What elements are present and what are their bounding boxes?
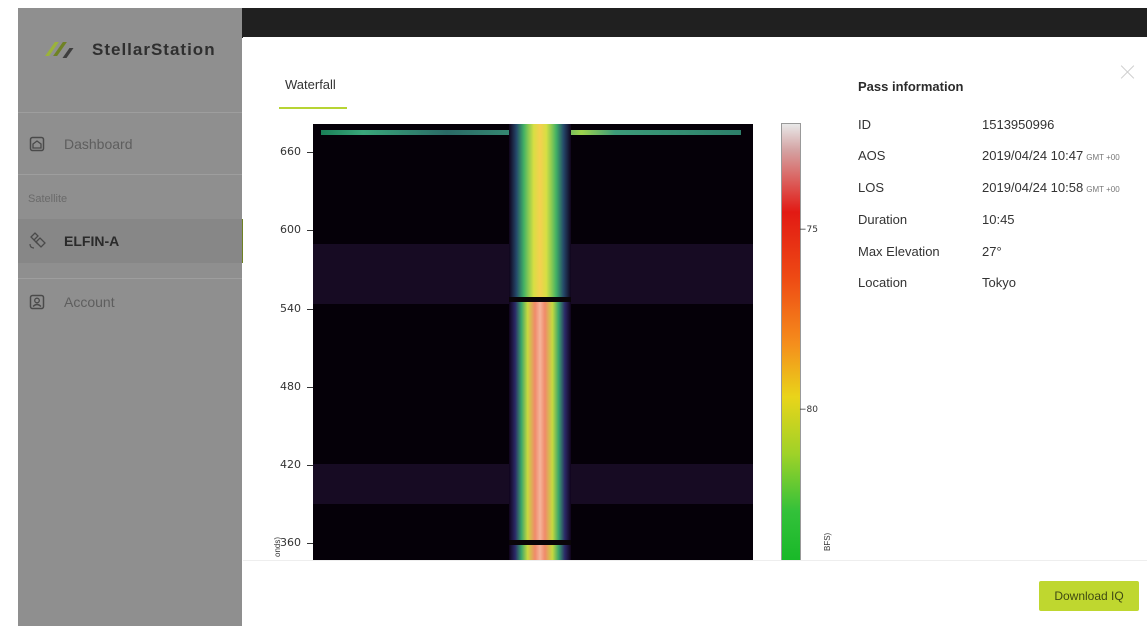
waterfall-plot <box>313 124 753 560</box>
pass-info-row: LOS 2019/04/24 10:58 GMT +00 <box>858 180 1143 195</box>
y-tick-label: 660 <box>280 145 301 158</box>
y-tick-mark <box>307 152 313 153</box>
signal-gap <box>509 297 571 302</box>
timezone-label: GMT +00 <box>1086 153 1120 162</box>
pass-info-key: ID <box>858 117 871 132</box>
pass-info-row: AOS 2019/04/24 10:47 GMT +00 <box>858 148 1143 163</box>
pass-info-value: 2019/04/24 10:47 GMT +00 <box>982 148 1120 163</box>
sidebar-item-label: ELFIN-A <box>64 233 120 249</box>
close-icon[interactable] <box>1119 63 1137 81</box>
sidebar-divider <box>18 174 242 175</box>
y-tick-label: 600 <box>280 223 301 236</box>
y-tick-mark <box>307 543 313 544</box>
top-bar <box>242 8 1147 38</box>
sidebar-divider <box>18 278 242 279</box>
timezone-label: GMT +00 <box>1086 185 1120 194</box>
pass-info-key: Duration <box>858 212 908 227</box>
signal-trace-upper <box>509 124 571 299</box>
pass-info-title: Pass information <box>858 79 964 94</box>
pass-info-value: 27° <box>982 244 1002 259</box>
pass-info-row: ID 1513950996 <box>858 117 1143 132</box>
y-tick-mark <box>307 465 313 466</box>
pass-info-value: 10:45 <box>982 212 1015 227</box>
sidebar-divider <box>18 112 242 113</box>
pass-detail-modal: Waterfall 660 600 540 480 420 360 onds) … <box>243 37 1147 627</box>
sidebar-item-label: Dashboard <box>64 136 133 152</box>
y-tick-mark <box>307 309 313 310</box>
account-icon <box>28 293 46 311</box>
y-tick-label: 420 <box>280 458 301 471</box>
colorbar-tick-label: −75 <box>799 225 818 235</box>
sidebar-item-account[interactable]: Account <box>18 280 242 324</box>
pass-info-row: Duration 10:45 <box>858 212 1143 227</box>
y-tick-mark <box>307 387 313 388</box>
pass-info-value: 1513950996 <box>982 117 1055 132</box>
sidebar: StellarStation Dashboard Satellite ELFIN… <box>18 8 245 626</box>
pass-info-key: AOS <box>858 148 886 163</box>
sidebar-item-dashboard[interactable]: Dashboard <box>18 122 242 166</box>
colorbar <box>781 123 801 565</box>
signal-gap <box>509 540 571 545</box>
colorbar-label: BFS) <box>823 532 832 551</box>
sidebar-item-elfin-a[interactable]: ELFIN-A <box>18 219 245 263</box>
sidebar-section-label: Satellite <box>28 193 68 205</box>
pass-info-value: 2019/04/24 10:58 GMT +00 <box>982 180 1120 195</box>
logo-text: StellarStation <box>92 40 216 59</box>
logo[interactable]: StellarStation <box>44 38 216 62</box>
pass-info-key: Max Elevation <box>858 244 940 259</box>
y-axis-label: onds) <box>273 536 282 557</box>
home-icon <box>28 135 46 153</box>
pass-info-value: Tokyo <box>982 275 1016 290</box>
y-tick-label: 360 <box>280 536 301 549</box>
y-tick-mark <box>307 230 313 231</box>
modal-footer: Download IQ <box>243 560 1147 627</box>
pass-info-key: Location <box>858 275 908 290</box>
logo-mark-icon <box>44 38 82 62</box>
tab-waterfall[interactable]: Waterfall <box>285 77 336 92</box>
pass-info-key: LOS <box>858 180 885 195</box>
colorbar-tick-label: −80 <box>799 405 818 415</box>
satellite-icon <box>28 232 46 250</box>
sidebar-item-label: Account <box>64 294 115 310</box>
y-tick-label: 480 <box>280 380 301 393</box>
tab-active-indicator <box>279 107 347 109</box>
y-tick-label: 540 <box>280 302 301 315</box>
pass-info-row: Location Tokyo <box>858 275 1143 290</box>
pass-info-row: Max Elevation 27° <box>858 244 1143 259</box>
download-iq-button[interactable]: Download IQ <box>1039 581 1139 611</box>
